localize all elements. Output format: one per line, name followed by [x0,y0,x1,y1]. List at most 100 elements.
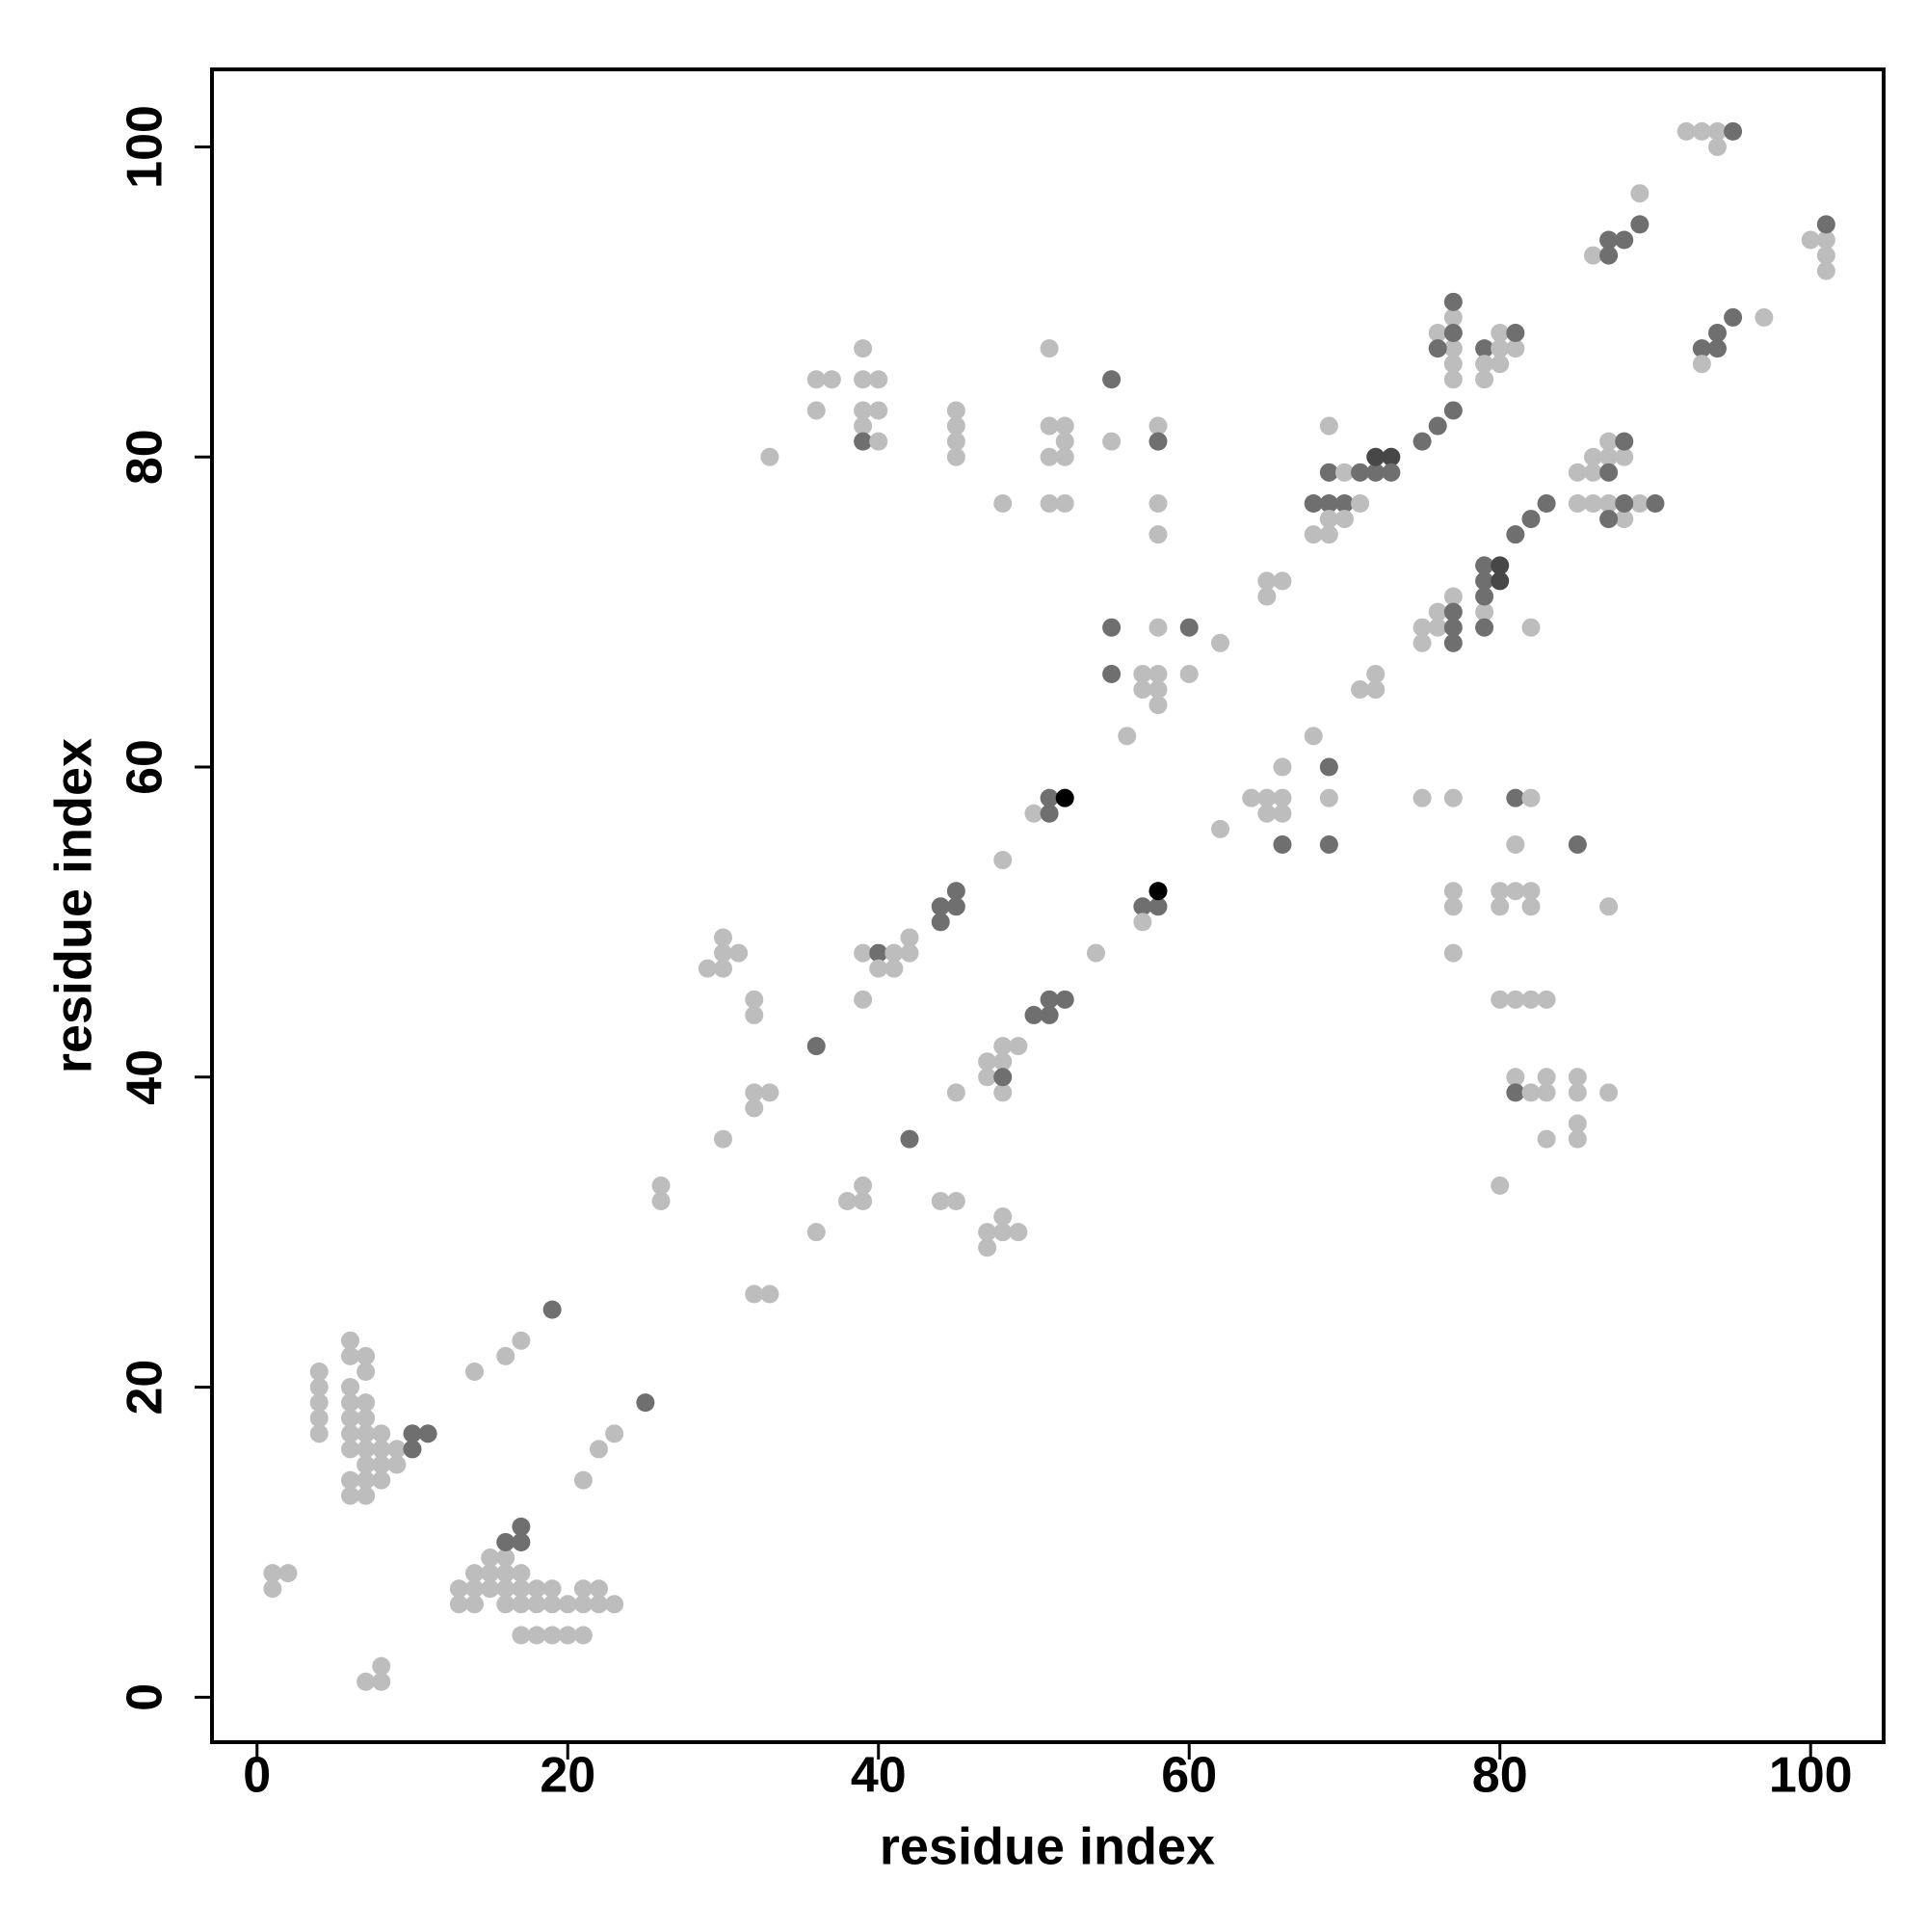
point [1568,834,1587,854]
point [1210,819,1229,838]
point [1009,1223,1028,1242]
point [1319,463,1338,482]
point [590,1440,609,1459]
point [993,493,1013,513]
point [512,1626,531,1645]
point [573,1626,593,1645]
point [1537,1129,1556,1149]
point [1537,1068,1556,1087]
point [1133,680,1152,700]
x-tick-label: 60 [1161,1748,1217,1804]
point [512,1331,531,1350]
point [341,1424,360,1443]
point [1148,432,1168,451]
x-tick-label: 20 [540,1748,595,1804]
point [605,1595,624,1614]
point [1009,1037,1028,1056]
point [978,1238,997,1257]
point [1568,1068,1587,1087]
point [309,1409,329,1428]
point [1304,727,1323,746]
point [1040,990,1059,1009]
point [341,1393,360,1413]
point [1443,587,1463,606]
point [372,1470,391,1490]
x-tick-label: 100 [1769,1748,1853,1804]
point [837,1191,857,1210]
point [590,1579,609,1599]
point [1102,618,1122,637]
point [1568,1083,1587,1102]
point [1615,493,1634,513]
point [1334,463,1354,482]
point [1646,493,1665,513]
point [1257,571,1277,591]
point [1816,261,1835,280]
point [1707,324,1727,343]
point [356,1409,376,1428]
point [946,432,965,451]
point [1692,121,1711,141]
point [1443,370,1463,389]
point [729,943,749,963]
point [1475,587,1494,606]
point [341,1409,360,1428]
point [418,1424,437,1443]
point [1148,618,1168,637]
point [1304,525,1323,544]
point [1257,804,1277,823]
point [1133,913,1152,932]
point [1615,447,1634,466]
point [1055,447,1074,466]
point [1443,897,1463,916]
point [806,401,826,420]
point [931,913,950,932]
point [1615,432,1634,451]
point [1412,788,1432,807]
point [1599,447,1619,466]
point [760,447,779,466]
point [745,1083,764,1102]
x-tick-label: 40 [851,1748,907,1804]
point [1382,447,1401,466]
point [496,1548,515,1568]
point [1506,339,1525,358]
point [1568,463,1587,482]
point [372,1424,391,1443]
point [1443,292,1463,311]
point [1148,525,1168,544]
point [978,1068,997,1087]
point [1801,230,1820,250]
point [1366,463,1386,482]
point [1443,943,1463,963]
point [372,1656,391,1676]
point [806,1223,826,1242]
point [1040,493,1059,513]
point [713,943,732,963]
point [1133,897,1152,916]
point [713,1129,732,1149]
point [496,1532,515,1551]
point [496,1595,515,1614]
point [1273,788,1292,807]
point [1055,432,1074,451]
point [993,1037,1013,1056]
point [481,1564,500,1583]
point [372,1440,391,1459]
y-tick-label: 20 [118,1360,173,1416]
point [341,1486,360,1505]
point [993,1052,1013,1072]
point [356,1440,376,1459]
point [356,1486,376,1505]
point [1692,355,1711,374]
point [465,1362,485,1381]
point [1428,416,1447,436]
point [1583,447,1602,466]
point [356,1455,376,1474]
point [1148,664,1168,683]
point [1521,897,1541,916]
point [869,401,888,420]
point [590,1595,609,1614]
plot-frame [210,67,1886,1744]
